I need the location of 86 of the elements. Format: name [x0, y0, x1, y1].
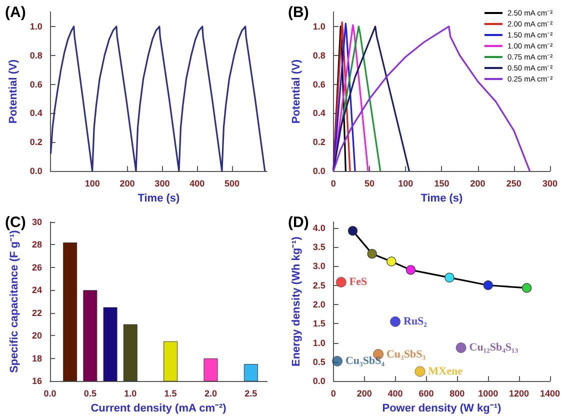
x-tick-label: 1000 — [478, 388, 498, 398]
y-tick-label: 24 — [32, 284, 42, 295]
x-tick-label: 400 — [388, 388, 403, 398]
chart-title: (B) — [288, 4, 309, 21]
y-tick-label: 0.4 — [30, 108, 42, 118]
series-label: Cu₃SbS₄ — [345, 354, 386, 367]
y-axis-title: Potential (V) — [8, 59, 20, 124]
y-axis-title: Energy density (Wh kg⁻¹) — [290, 236, 302, 366]
chart-title: (A) — [5, 4, 26, 21]
series-label: Cu₃SbS₃ — [386, 348, 426, 360]
x-tick-label: 600 — [418, 388, 434, 398]
x-tick-label: 500 — [224, 178, 240, 189]
x-tick-label: 800 — [450, 388, 465, 398]
chart-title: (D) — [288, 214, 309, 230]
y-tick-label: 28 — [32, 239, 42, 250]
x-tick-label: 2.5 — [244, 388, 258, 398]
line-series — [332, 26, 410, 172]
x-tick-label: 1400 — [540, 388, 560, 398]
series-label: FeS — [349, 276, 368, 288]
x-tick-label: 100 — [398, 178, 414, 189]
y-tick-label: 1.0 — [312, 21, 326, 32]
y-tick-label: 4.0 — [312, 222, 326, 232]
x-axis-title: Current density (mA cm⁻²) — [90, 402, 227, 414]
x-tick-label: 1.0 — [124, 388, 137, 398]
y-tick-label: 0.0 — [312, 376, 326, 386]
x-tick-label: 300 — [154, 178, 170, 189]
x-tick-label: 400 — [190, 178, 205, 189]
point — [414, 366, 426, 376]
point — [406, 264, 416, 274]
x-tick-label: 250 — [506, 178, 522, 189]
y-tick-label: 0.2 — [30, 137, 42, 148]
y-tick-label: 16 — [32, 376, 42, 386]
x-tick-label: 1200 — [509, 388, 530, 398]
chart-title: (C) — [5, 214, 26, 230]
y-tick-label: 1.0 — [30, 21, 42, 32]
y-tick-label: 30 — [32, 216, 42, 226]
y-tick-label: 26 — [32, 262, 42, 272]
x-tick-label: 200 — [470, 178, 486, 189]
x-tick-label: 0 — [330, 178, 336, 189]
x-tick-label: 200 — [120, 178, 135, 189]
x-axis-title: Power density (W kg⁻¹) — [382, 402, 502, 414]
y-tick-label: 20 — [32, 330, 42, 340]
y-tick-label: 0.6 — [30, 79, 42, 90]
x-tick-label: 0.0 — [44, 388, 56, 398]
x-tick-label: 2.0 — [204, 388, 217, 398]
y-axis-title: Potential (V) — [290, 59, 302, 124]
y-tick-label: 0.5 — [312, 356, 326, 366]
y-tick-label: 2.5 — [312, 280, 326, 290]
x-tick-label: 150 — [434, 178, 450, 189]
x-tick-label: 100 — [84, 178, 100, 189]
point — [444, 272, 454, 282]
series-label: RuS₂ — [403, 315, 428, 328]
x-axis-title: Time (s) — [420, 192, 464, 204]
y-tick-label: 0.6 — [312, 79, 326, 90]
point — [386, 256, 396, 266]
y-tick-label: 2.0 — [312, 298, 326, 309]
y-tick-label: 0.4 — [312, 108, 326, 118]
point — [336, 276, 346, 287]
y-tick-label: 22 — [32, 307, 42, 318]
point — [456, 342, 466, 352]
x-tick-label: 50 — [364, 178, 375, 189]
series-label: MXene — [428, 365, 463, 378]
y-tick-label: 3.5 — [312, 241, 326, 252]
y-tick-label: 1.0 — [312, 337, 326, 348]
x-tick-label: 0.5 — [84, 388, 96, 398]
y-tick-label: 0.0 — [312, 166, 326, 176]
x-axis-title: Time (s) — [138, 192, 180, 204]
point — [483, 280, 493, 290]
x-tick-label: 1.5 — [164, 388, 177, 398]
y-tick-label: 0.8 — [30, 50, 42, 60]
y-tick-label: 18 — [32, 352, 42, 363]
y-tick-label: 3.0 — [312, 260, 326, 271]
point — [390, 316, 400, 326]
point — [332, 355, 342, 366]
y-tick-label: 0.0 — [30, 166, 42, 176]
y-tick-label: 0.8 — [312, 50, 326, 60]
x-tick-label: 200 — [356, 388, 372, 398]
series-label: Cu₁₂Sb₄S₁₃ — [469, 341, 519, 354]
point — [522, 282, 532, 292]
x-tick-label: 300 — [542, 178, 558, 189]
y-tick-label: 0.2 — [312, 137, 326, 148]
point — [348, 226, 358, 236]
x-tick-label: 0 — [330, 388, 336, 398]
point — [367, 248, 377, 258]
y-tick-label: 1.5 — [312, 318, 326, 328]
y-axis-title: Specific capacitance (F g⁻¹) — [8, 229, 20, 372]
